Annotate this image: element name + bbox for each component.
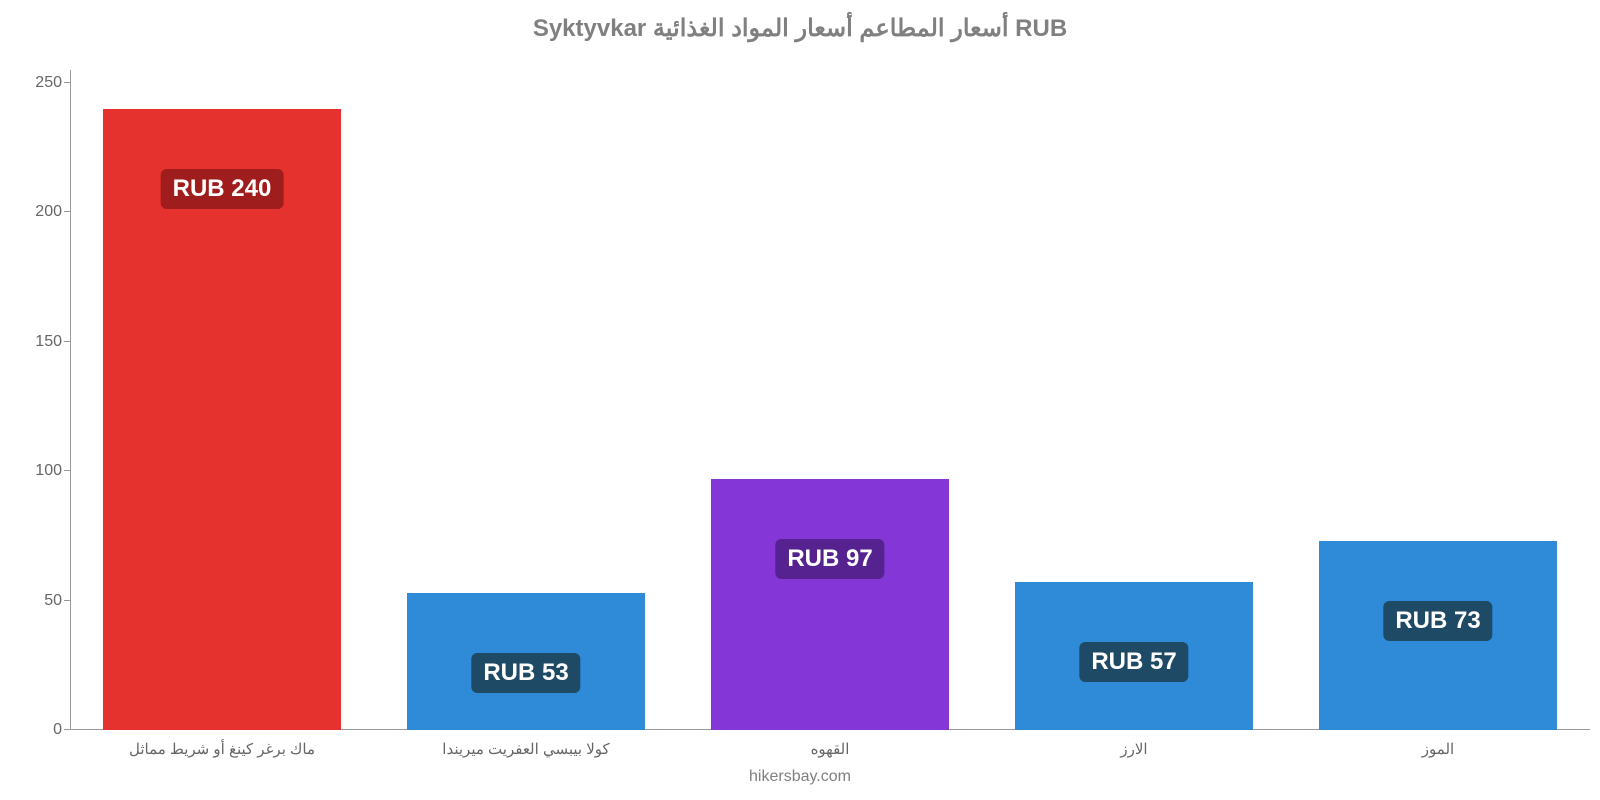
y-tick-mark [64, 470, 70, 471]
y-tick-label: 250 [35, 74, 70, 92]
x-category-label: كولا بيبسي العفريت ميريندا [442, 730, 609, 758]
x-category-label: الارز [1120, 730, 1147, 758]
y-tick-label: 150 [35, 333, 70, 351]
value-badge: RUB 240 [161, 169, 284, 209]
y-tick-mark [64, 211, 70, 212]
y-tick-mark [64, 341, 70, 342]
x-category-label: ماك برغر كينغ أو شريط مماثل [129, 730, 315, 758]
bar [711, 479, 948, 730]
y-tick-label: 50 [44, 592, 70, 610]
x-category-label: الموز [1422, 730, 1454, 758]
x-category-label: القهوه [811, 730, 850, 758]
credit-text: hikersbay.com [0, 768, 1600, 786]
y-tick-label: 200 [35, 203, 70, 221]
value-badge: RUB 53 [471, 653, 580, 693]
value-badge: RUB 73 [1383, 601, 1492, 641]
value-badge: RUB 97 [775, 539, 884, 579]
y-tick-label: 100 [35, 462, 70, 480]
y-tick-mark [64, 82, 70, 83]
y-axis [70, 70, 71, 730]
chart-title: Syktyvkar أسعار المطاعم أسعار المواد الغ… [0, 14, 1600, 43]
price-bar-chart: Syktyvkar أسعار المطاعم أسعار المواد الغ… [0, 0, 1600, 800]
y-tick-mark [64, 600, 70, 601]
plot-area: 050100150200250RUB 240ماك برغر كينغ أو ش… [70, 70, 1590, 730]
y-tick-mark [64, 729, 70, 730]
value-badge: RUB 57 [1079, 642, 1188, 682]
y-tick-label: 0 [53, 721, 70, 739]
